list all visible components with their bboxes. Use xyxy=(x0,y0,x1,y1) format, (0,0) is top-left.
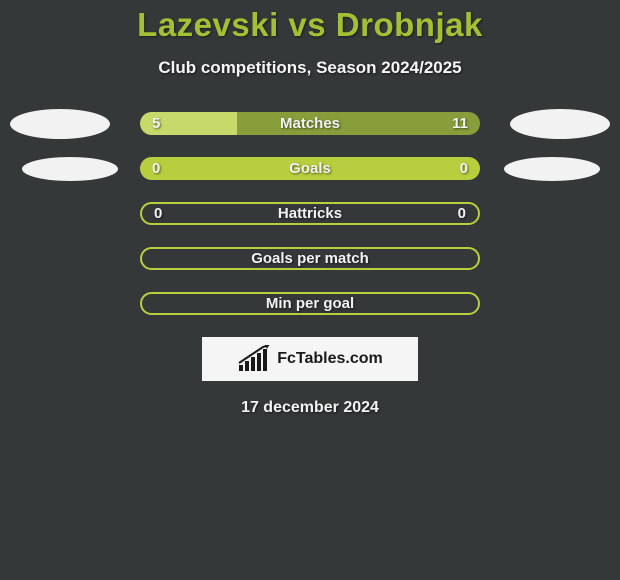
stat-bar-goals: 0 Goals 0 xyxy=(140,157,480,180)
right-team-marker xyxy=(510,109,610,139)
stat-row-goals-per-match: Goals per match xyxy=(0,247,620,270)
stat-bar-min-per-goal: Min per goal xyxy=(140,292,480,315)
footer-date: 17 december 2024 xyxy=(0,399,620,417)
stat-row-matches: 5 Matches 11 xyxy=(0,112,620,135)
stat-value-right: 11 xyxy=(452,115,468,132)
stat-value-right: 0 xyxy=(460,160,468,177)
stat-bar-matches: 5 Matches 11 xyxy=(140,112,480,135)
stat-row-min-per-goal: Min per goal xyxy=(0,292,620,315)
chart-icon xyxy=(237,345,273,373)
stat-label: Hattricks xyxy=(142,205,478,222)
stat-label: Matches xyxy=(140,115,480,132)
stat-label: Min per goal xyxy=(142,295,478,312)
stat-label: Goals xyxy=(140,160,480,177)
left-team-marker xyxy=(22,157,118,181)
brand-box[interactable]: FcTables.com xyxy=(202,337,418,381)
page-subtitle: Club competitions, Season 2024/2025 xyxy=(0,58,620,78)
left-team-marker xyxy=(10,109,110,139)
stat-value-right: 0 xyxy=(458,205,466,222)
stat-bar-hattricks: 0 Hattricks 0 xyxy=(140,202,480,225)
stat-label: Goals per match xyxy=(142,250,478,267)
stat-bar-goals-per-match: Goals per match xyxy=(140,247,480,270)
page-title: Lazevski vs Drobnjak xyxy=(0,6,620,44)
stat-row-goals: 0 Goals 0 xyxy=(0,157,620,180)
right-team-marker xyxy=(504,157,600,181)
stat-row-hattricks: 0 Hattricks 0 xyxy=(0,202,620,225)
brand-label: FcTables.com xyxy=(277,350,383,368)
